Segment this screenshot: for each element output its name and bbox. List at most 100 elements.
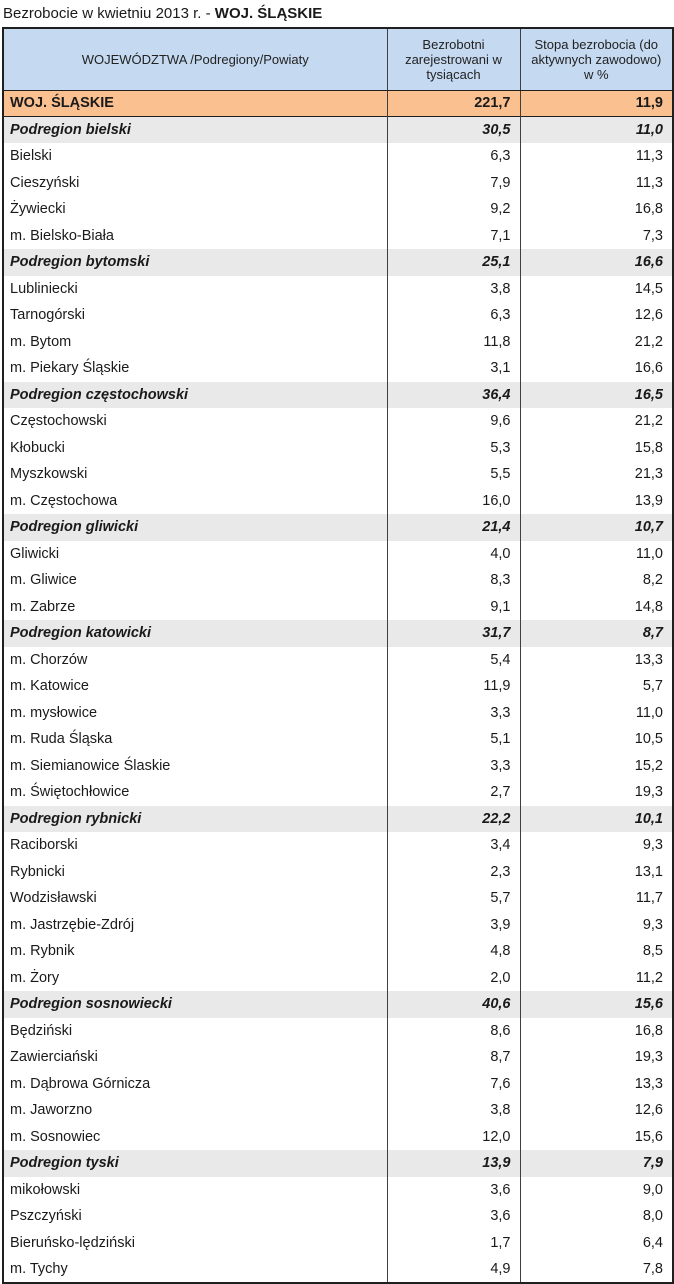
cell-territory: m. Piekary Śląskie	[10, 360, 130, 377]
cell-territory: Podregion tyski	[10, 1155, 119, 1172]
table-row: Podregion katowicki 31,7 8,7	[3, 620, 673, 647]
cell-unemployed: 4,0	[386, 540, 520, 567]
table-row: Podregion sosnowiecki 40,6 15,6	[3, 991, 673, 1018]
table-row: Bielski 6,3 11,3	[3, 143, 673, 170]
table-row: Będziński 8,6 16,8	[3, 1017, 673, 1044]
cell-rate: 13,1	[519, 858, 673, 885]
cell-unemployed: 7,1	[386, 222, 520, 249]
cell-rate: 9,3	[519, 832, 673, 859]
cell-territory: m. Świętochłowice	[10, 784, 130, 801]
cell-rate: 7,9	[519, 1150, 673, 1177]
cell-territory: m. Jastrzębie-Zdrój	[10, 916, 135, 933]
cell-unemployed: 8,3	[386, 567, 520, 594]
cell-rate: 8,7	[519, 620, 673, 647]
cell-unemployed: 2,3	[386, 858, 520, 885]
cell-rate: 11,7	[519, 885, 673, 912]
cell-unemployed: 3,8	[386, 1097, 520, 1124]
cell-unemployed: 40,6	[386, 991, 520, 1018]
table-row: m. Świętochłowice 2,7 19,3	[3, 779, 673, 806]
cell-territory: m. Bielsko-Biała	[10, 227, 114, 244]
cell-territory: m. Sosnowiec	[10, 1128, 101, 1145]
cell-territory: Podregion sosnowiecki	[10, 996, 172, 1013]
cell-unemployed: 6,3	[386, 302, 520, 329]
cell-unemployed: 13,9	[386, 1150, 520, 1177]
table-row: Częstochowski 9,6 21,2	[3, 408, 673, 435]
cell-territory: Podregion bielski	[10, 122, 131, 138]
cell-territory: Raciborski	[10, 837, 78, 854]
cell-territory: Podregion rybnicki	[10, 810, 142, 827]
cell-territory: m. Zabrze	[10, 598, 76, 615]
table-row: Cieszyński 7,9 11,3	[3, 169, 673, 196]
cell-unemployed: 5,4	[386, 646, 520, 673]
table-row: Tarnogórski 6,3 12,6	[3, 302, 673, 329]
cell-unemployed: 2,0	[386, 964, 520, 991]
cell-territory: m. Gliwice	[10, 572, 77, 589]
cell-territory: m. Żory	[10, 969, 60, 986]
table-row: m. Częstochowa 16,0 13,9	[3, 487, 673, 514]
cell-unemployed: 3,6	[386, 1176, 520, 1203]
header-territory: WOJEWÓDZTWA /Podregiony/Powiaty	[3, 28, 387, 91]
cell-rate: 16,6	[519, 355, 673, 382]
cell-rate: 5,7	[519, 673, 673, 700]
cell-rate: 21,2	[519, 328, 673, 355]
cell-territory: Będziński	[10, 1022, 73, 1039]
table-row: Wodzisławski 5,7 11,7	[3, 885, 673, 912]
cell-rate: 8,0	[519, 1203, 673, 1230]
cell-unemployed: 3,1	[386, 355, 520, 382]
cell-territory: Lubliniecki	[10, 280, 78, 297]
cell-territory: Żywiecki	[10, 201, 66, 218]
table-row: m. Ruda Śląska 5,1 10,5	[3, 726, 673, 753]
cell-territory: Częstochowski	[10, 413, 107, 430]
table-row: Gliwicki 4,0 11,0	[3, 540, 673, 567]
cell-rate: 15,2	[519, 752, 673, 779]
cell-rate: 16,8	[519, 1017, 673, 1044]
table-row: Bieruńsko-lędziński 1,7 6,4	[3, 1229, 673, 1256]
cell-unemployed: 221,7	[386, 90, 520, 117]
cell-rate: 13,3	[519, 1070, 673, 1097]
cell-unemployed: 16,0	[386, 487, 520, 514]
table-row: m. Katowice 11,9 5,7	[3, 673, 673, 700]
cell-territory: mikołowski	[10, 1181, 81, 1198]
table-row: m. Sosnowiec 12,0 15,6	[3, 1123, 673, 1150]
cell-unemployed: 7,9	[386, 169, 520, 196]
table-row: Pszczyński 3,6 8,0	[3, 1203, 673, 1230]
cell-rate: 12,6	[519, 1097, 673, 1124]
table-row: Raciborski 3,4 9,3	[3, 832, 673, 859]
cell-rate: 13,9	[519, 487, 673, 514]
cell-territory: m. Dąbrowa Górnicza	[10, 1075, 151, 1092]
table-row: Podregion bielski 30,5 11,0	[3, 116, 673, 143]
cell-territory: Podregion katowicki	[10, 625, 151, 642]
cell-territory: Pszczyński	[10, 1208, 82, 1225]
table-row: Żywiecki 9,2 16,8	[3, 196, 673, 223]
cell-territory: m. Częstochowa	[10, 492, 118, 509]
cell-unemployed: 1,7	[386, 1229, 520, 1256]
cell-rate: 16,8	[519, 196, 673, 223]
cell-unemployed: 3,4	[386, 832, 520, 859]
cell-rate: 11,3	[519, 169, 673, 196]
cell-territory: m. Jaworzno	[10, 1102, 93, 1119]
table-body: WOJ. ŚLĄSKIE 221,7 11,9 Podregion bielski 30…	[3, 90, 673, 1283]
cell-rate: 14,8	[519, 593, 673, 620]
table-row: m. Bielsko-Biała 7,1 7,3	[3, 222, 673, 249]
cell-rate: 11,3	[519, 143, 673, 170]
cell-rate: 16,6	[519, 249, 673, 276]
table-row: Podregion rybnicki 22,2 10,1	[3, 805, 673, 832]
page-title: Bezrobocie w kwietniu 2013 r. - WOJ. ŚLĄ…	[0, 0, 674, 27]
table-row: m. Piekary Śląskie 3,1 16,6	[3, 355, 673, 382]
cell-unemployed: 30,5	[386, 116, 520, 143]
table-row: Lubliniecki 3,8 14,5	[3, 275, 673, 302]
table-row: m. Jaworzno 3,8 12,6	[3, 1097, 673, 1124]
cell-unemployed: 6,3	[386, 143, 520, 170]
table-row: m. Rybnik 4,8 8,5	[3, 938, 673, 965]
table-row: WOJ. ŚLĄSKIE 221,7 11,9	[3, 90, 673, 117]
cell-territory: m. Chorzów	[10, 651, 88, 668]
cell-territory: Wodzisławski	[10, 890, 97, 907]
cell-territory: m. Ruda Śląska	[10, 731, 113, 748]
cell-unemployed: 36,4	[386, 381, 520, 408]
cell-unemployed: 5,1	[386, 726, 520, 753]
cell-rate: 15,6	[519, 991, 673, 1018]
cell-territory: Gliwicki	[10, 545, 60, 562]
table-row: m. Dąbrowa Górnicza 7,6 13,3	[3, 1070, 673, 1097]
cell-rate: 7,8	[519, 1256, 673, 1283]
table-row: m. Siemianowice Ślaskie 3,3 15,2	[3, 752, 673, 779]
